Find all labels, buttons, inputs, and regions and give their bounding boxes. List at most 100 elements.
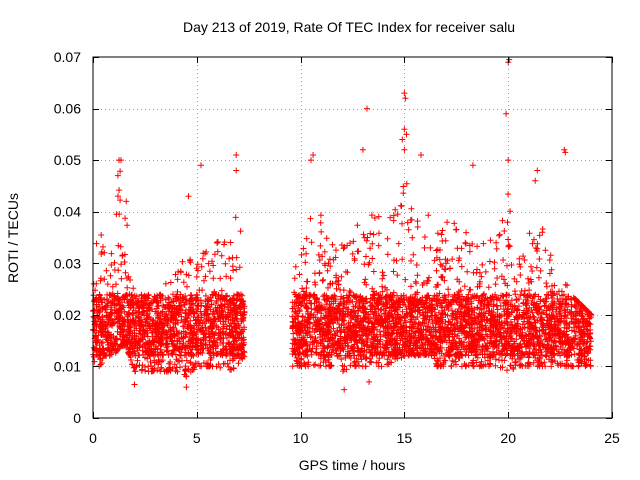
data-point — [445, 291, 452, 298]
data-point — [497, 364, 504, 371]
data-point — [291, 289, 298, 296]
data-point — [194, 267, 201, 274]
data-point — [131, 348, 138, 355]
data-point — [316, 362, 322, 369]
data-point — [292, 299, 299, 306]
data-point — [538, 316, 545, 323]
data-point — [108, 250, 115, 257]
data-point — [421, 234, 428, 240]
data-point — [453, 322, 460, 329]
data-point — [464, 345, 471, 352]
data-point — [496, 232, 503, 239]
data-point — [530, 313, 537, 320]
data-point — [200, 331, 207, 338]
data-point — [291, 315, 298, 322]
data-point — [340, 311, 347, 318]
data-point — [367, 358, 374, 365]
data-point — [439, 227, 446, 234]
data-point — [308, 348, 315, 355]
data-point — [551, 330, 558, 337]
data-point — [186, 344, 193, 351]
data-point — [207, 333, 214, 340]
data-point — [328, 351, 335, 358]
data-point — [492, 325, 499, 331]
data-point — [392, 206, 399, 213]
data-point — [235, 347, 242, 354]
data-point — [162, 296, 169, 303]
data-point — [230, 300, 237, 307]
data-point — [395, 327, 402, 333]
data-point — [543, 295, 550, 302]
data-point — [106, 352, 113, 359]
data-point — [535, 362, 542, 369]
data-point — [422, 351, 429, 358]
data-point — [219, 340, 226, 346]
data-point — [585, 347, 592, 354]
data-point — [408, 305, 415, 312]
data-point — [517, 291, 524, 298]
data-point — [345, 295, 352, 301]
data-point — [166, 360, 172, 367]
data-point — [526, 350, 533, 357]
data-point — [177, 269, 184, 276]
data-point — [530, 341, 537, 348]
data-point — [327, 263, 334, 270]
data-point — [570, 311, 577, 318]
data-point — [129, 317, 136, 324]
data-point — [369, 240, 376, 247]
data-point — [236, 342, 243, 349]
data-point — [412, 329, 419, 336]
data-point — [115, 315, 122, 322]
data-point — [335, 352, 342, 359]
data-point — [505, 191, 512, 198]
data-point — [490, 328, 497, 335]
data-point — [205, 363, 211, 370]
data-point — [106, 346, 113, 353]
data-point — [150, 317, 157, 324]
data-point — [142, 328, 149, 334]
data-point — [174, 276, 181, 283]
data-point — [452, 358, 459, 365]
data-point — [353, 355, 360, 362]
data-point — [537, 267, 544, 274]
data-point — [379, 341, 386, 348]
data-point — [177, 291, 184, 298]
data-point — [375, 213, 382, 220]
data-point — [361, 279, 368, 286]
data-point — [383, 337, 390, 344]
data-point — [180, 344, 187, 351]
data-point — [491, 343, 498, 350]
data-point — [478, 306, 485, 313]
data-point — [346, 288, 353, 294]
data-point — [194, 326, 201, 333]
data-point — [190, 366, 197, 373]
data-point — [199, 345, 206, 352]
data-point — [547, 252, 554, 259]
data-point — [199, 350, 206, 356]
data-point — [307, 300, 314, 307]
data-point — [182, 319, 189, 326]
data-point — [487, 237, 494, 244]
data-point — [117, 197, 124, 204]
data-point — [357, 352, 364, 359]
data-point — [129, 291, 135, 298]
data-point — [207, 356, 214, 363]
data-point — [486, 363, 492, 370]
data-point — [534, 309, 541, 315]
data-point — [549, 288, 556, 295]
data-point — [388, 312, 395, 319]
data-point — [474, 304, 481, 311]
data-point — [482, 268, 489, 275]
data-point — [449, 307, 456, 314]
data-point — [309, 325, 316, 332]
data-point — [516, 344, 523, 351]
data-point — [101, 351, 108, 358]
data-point — [108, 262, 115, 268]
data-point — [236, 355, 243, 362]
data-point — [412, 291, 419, 298]
data-point — [466, 248, 473, 255]
data-point — [554, 296, 561, 302]
data-point — [149, 329, 156, 336]
data-point — [408, 333, 415, 340]
data-point — [153, 333, 160, 340]
